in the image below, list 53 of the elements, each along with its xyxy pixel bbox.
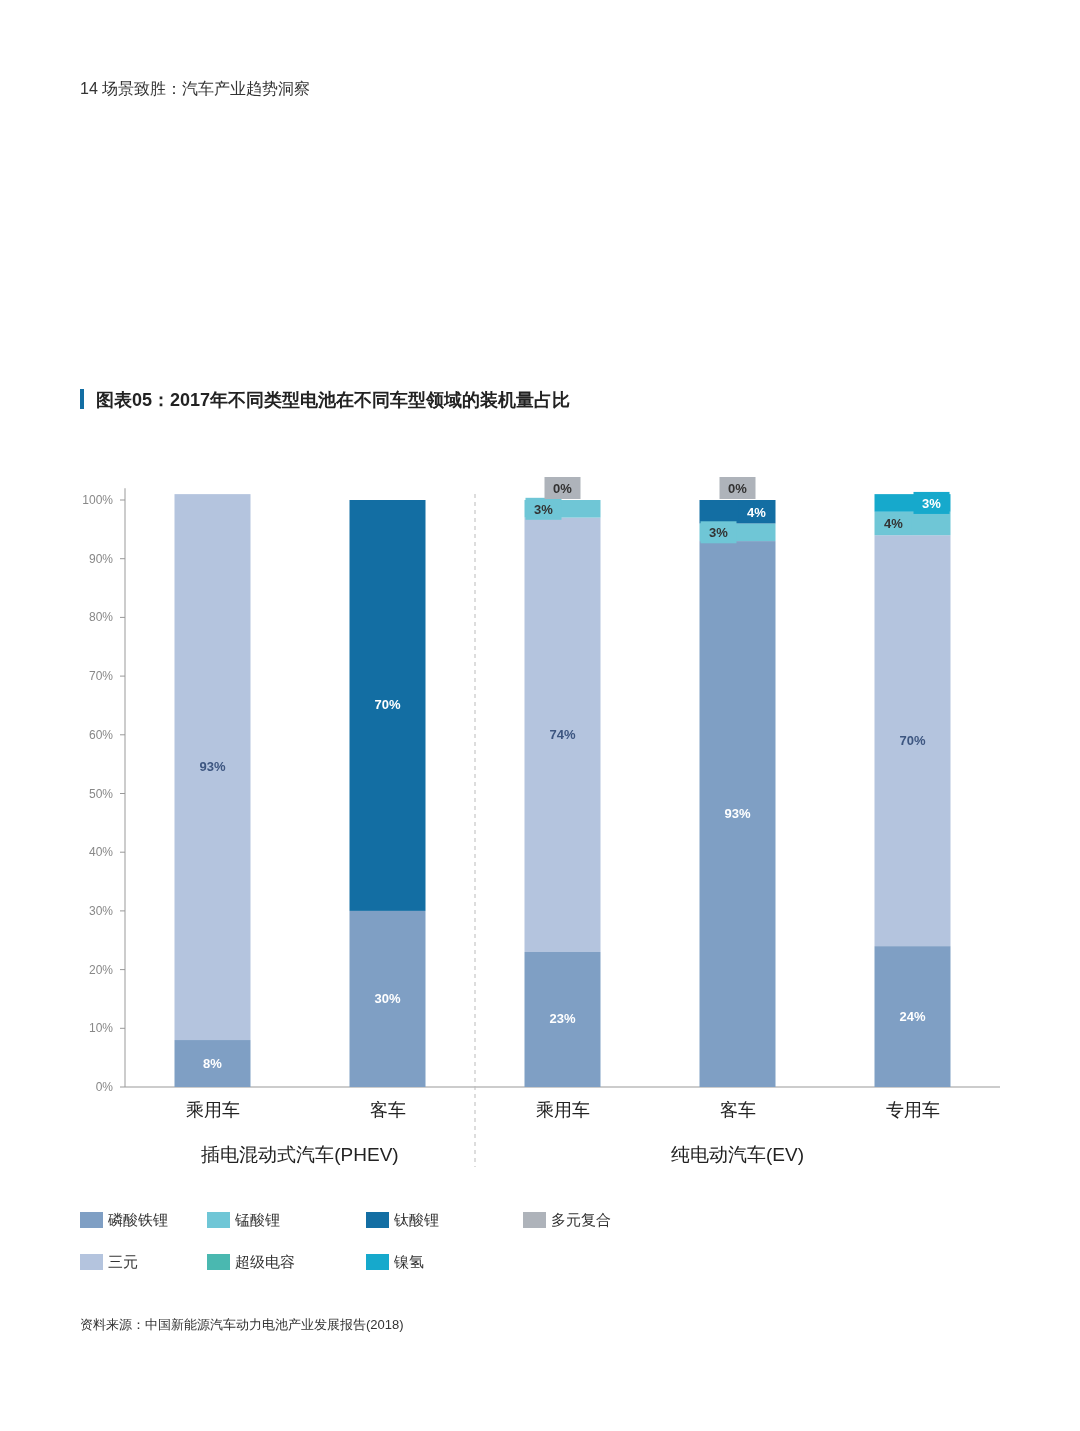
y-tick-label: 80%: [88, 610, 114, 625]
x-tick-label: 乘用车: [535, 1100, 590, 1120]
y-tick-label: 90%: [88, 551, 114, 566]
text: 插电混动式汽车(PHEV): [201, 1144, 399, 1165]
bar: [524, 951, 601, 1087]
x-tick-label: 客车: [719, 1100, 756, 1120]
bar: [524, 517, 601, 952]
bar: [874, 535, 951, 947]
y-tick-label: 40%: [88, 845, 114, 860]
bar: [699, 541, 776, 1087]
legend-label: 超级电容: [235, 1253, 295, 1270]
legend-label: 多元复合: [551, 1211, 611, 1228]
y-tick-label: 0%: [95, 1080, 114, 1094]
x-tick-label: 客车: [369, 1100, 406, 1120]
data-label: 3%: [709, 525, 729, 541]
data-label: 3%: [534, 501, 554, 517]
data-label: 4%: [884, 516, 904, 532]
data-label: 70%: [899, 732, 926, 748]
legend-label: 镍氢: [393, 1253, 424, 1270]
data-label: 24%: [899, 1008, 926, 1024]
data-label: 3%: [922, 495, 942, 511]
x-tick-label: 乘用车: [185, 1100, 240, 1120]
chart-subtitle: 14 场景致胜：汽车产业趋势洞察: [80, 80, 311, 97]
data-label: 23%: [549, 1011, 576, 1027]
legend-label: 锰酸锂: [234, 1211, 280, 1228]
data-label: 70%: [374, 697, 401, 713]
y-tick-label: 100%: [82, 493, 114, 507]
x-tick-label: 专用车: [885, 1100, 940, 1120]
data-label: 93%: [199, 759, 226, 775]
y-tick-label: 50%: [88, 786, 114, 801]
text: 纯电动汽车(EV): [671, 1144, 804, 1165]
bar: [174, 494, 251, 1041]
text: 资料来源：中国新能源汽车动力电池产业发展报告(2018): [80, 1317, 404, 1332]
legend-label: 三元: [108, 1253, 138, 1270]
bar: [349, 500, 426, 911]
y-tick-label: 20%: [88, 962, 114, 977]
legend-label: 钛酸锂: [393, 1211, 439, 1228]
bar: [874, 946, 951, 1087]
chart-title: 图表05：2017年不同类型电池在不同车型领域的装机量占比: [96, 390, 571, 410]
y-tick-label: 30%: [88, 903, 114, 918]
y-tick-label: 60%: [88, 727, 114, 742]
y-tick-label: 70%: [88, 669, 114, 684]
data-label: 93%: [724, 806, 751, 822]
y-tick-label: 10%: [88, 1021, 114, 1036]
data-label: 4%: [747, 504, 767, 520]
data-label: 30%: [374, 990, 401, 1006]
legend-label: 磷酸铁锂: [107, 1211, 168, 1228]
data-label: 8%: [203, 1055, 223, 1071]
bar: [174, 1040, 251, 1087]
bar: [349, 910, 426, 1087]
data-label: 74%: [549, 726, 576, 742]
data-label: 0%: [553, 481, 573, 496]
data-label: 0%: [728, 481, 748, 496]
